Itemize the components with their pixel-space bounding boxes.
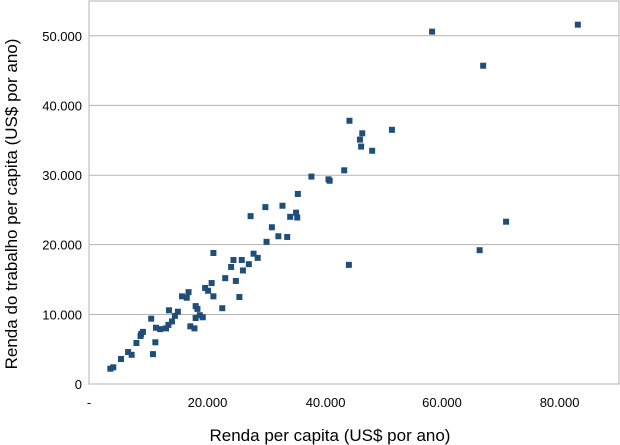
x-tick-label: 80.000 <box>540 395 580 410</box>
data-point <box>294 214 301 221</box>
data-point <box>152 324 159 331</box>
data-point <box>222 275 229 282</box>
data-point <box>138 330 145 337</box>
data-point <box>503 218 510 225</box>
data-point <box>152 339 159 346</box>
y-tick-label: 30.000 <box>42 168 82 183</box>
data-point <box>210 249 217 256</box>
data-point <box>263 238 270 245</box>
data-point <box>245 261 252 268</box>
data-point <box>369 147 376 154</box>
data-point <box>183 294 190 301</box>
x-axis-title: Renda per capita (US$ por ano) <box>210 426 451 445</box>
data-point <box>205 287 212 294</box>
data-point <box>168 318 175 325</box>
data-point <box>287 213 294 220</box>
x-tick-label: 60.000 <box>422 395 462 410</box>
data-point <box>238 256 245 263</box>
x-tick-label: 40.000 <box>306 395 346 410</box>
data-point <box>574 21 581 28</box>
data-point <box>171 312 178 319</box>
data-point <box>346 117 353 124</box>
y-tick-label: 40.000 <box>42 98 82 113</box>
data-point <box>185 289 192 296</box>
data-point <box>480 62 487 69</box>
data-point <box>294 190 301 197</box>
data-point <box>163 325 170 332</box>
plot-area-border <box>88 0 620 385</box>
y-tick-label: 20.000 <box>42 238 82 253</box>
data-point <box>250 250 257 257</box>
data-point <box>148 315 155 322</box>
data-point <box>179 293 186 300</box>
data-point <box>279 202 286 209</box>
data-point <box>117 355 124 362</box>
data-point <box>149 351 156 358</box>
data-point <box>341 167 348 174</box>
data-point <box>128 351 135 358</box>
data-point <box>239 267 246 274</box>
gridlines <box>89 35 619 315</box>
data-point <box>125 349 132 356</box>
data-point <box>133 339 140 346</box>
data-point <box>165 307 172 314</box>
data-point <box>208 280 215 287</box>
data-point <box>219 305 226 312</box>
data-point <box>187 323 194 330</box>
y-tick-label: 10.000 <box>42 308 82 323</box>
y-tick-label: 50.000 <box>42 29 82 44</box>
data-point <box>157 326 164 333</box>
data-point <box>194 305 201 312</box>
data-point <box>476 247 483 254</box>
data-point <box>165 321 172 328</box>
data-point <box>358 143 365 150</box>
data-point <box>210 293 217 300</box>
x-tick-label: 20.000 <box>188 395 228 410</box>
data-point <box>293 209 300 216</box>
data-point <box>429 28 436 35</box>
data-point <box>268 224 275 231</box>
y-tick-label: 0 <box>75 377 82 392</box>
data-point <box>228 263 235 270</box>
y-tick-labels: 0 10.000 20.000 30.000 40.000 50.000 <box>42 29 82 392</box>
data-point <box>191 325 198 332</box>
data-point <box>199 314 206 321</box>
data-point <box>230 256 237 263</box>
data-point <box>326 177 333 184</box>
x-tick-label: - <box>87 395 91 410</box>
data-point <box>388 126 395 133</box>
data-points <box>107 21 581 372</box>
data-point <box>262 204 269 211</box>
data-point <box>308 173 315 180</box>
data-point <box>359 130 366 137</box>
data-point <box>174 308 181 315</box>
data-point <box>284 233 291 240</box>
data-point <box>275 233 282 240</box>
data-point <box>254 254 261 261</box>
data-point <box>110 364 117 371</box>
data-point <box>345 261 352 268</box>
data-point <box>247 213 254 220</box>
data-point <box>236 294 243 301</box>
data-point <box>192 314 199 321</box>
data-point <box>356 136 363 143</box>
x-tick-labels: - 20.000 40.000 60.000 80.000 <box>87 395 580 410</box>
y-axis-title: Renda do trabalho per capita (US$ por an… <box>2 39 21 370</box>
data-point <box>232 277 239 284</box>
